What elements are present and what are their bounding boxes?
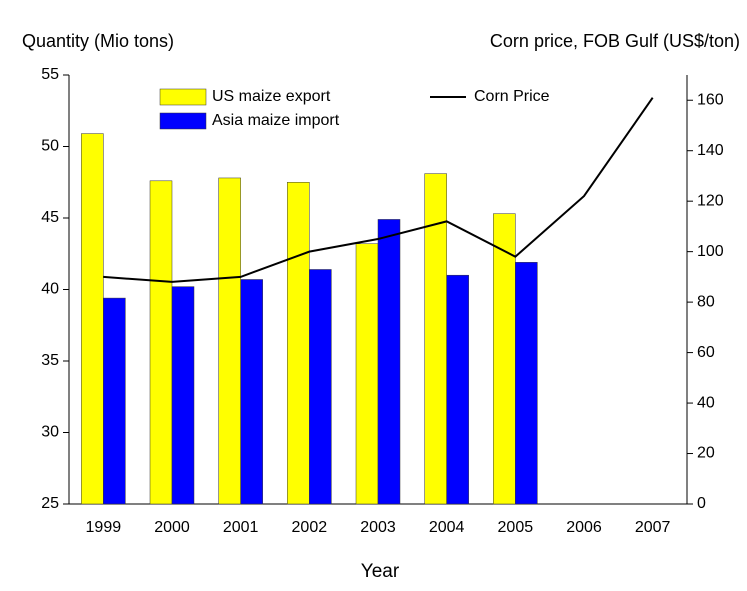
legend-label: Corn Price (474, 88, 550, 105)
x-tick-label: 2005 (498, 519, 534, 536)
y2-tick-label: 140 (697, 142, 724, 159)
y-tick-label: 30 (41, 424, 59, 441)
x-tick-label: 2000 (154, 519, 190, 536)
legend-swatch (159, 112, 207, 130)
line (103, 97, 654, 283)
bar (377, 219, 401, 505)
y-tick-label: 25 (41, 495, 59, 512)
bar (446, 274, 469, 505)
x-tick-label: 2004 (429, 519, 465, 536)
x-tick-label: 2003 (360, 519, 396, 536)
bar (103, 297, 126, 505)
bar (515, 262, 538, 505)
bar (287, 182, 310, 505)
y-tick-label: 40 (41, 281, 59, 298)
x-axis-label: Year (361, 561, 400, 582)
x-tick-label: 2002 (292, 519, 328, 536)
bar (149, 180, 173, 505)
legend-swatch (159, 88, 207, 106)
y-tick-label: 45 (41, 209, 59, 226)
y-axis-label: Quantity (Mio tons) (22, 31, 174, 51)
bar (240, 279, 263, 505)
bar (81, 133, 104, 505)
bar (355, 243, 379, 505)
bar (218, 177, 241, 505)
legend-label: US maize export (212, 88, 331, 105)
x-tick-label: 2007 (635, 519, 671, 536)
y-tick-label: 35 (41, 352, 59, 369)
x-tick-label: 1999 (86, 519, 122, 536)
y2-tick-label: 160 (697, 91, 724, 108)
y2-tick-label: 20 (697, 445, 715, 462)
y-tick-label: 55 (41, 66, 59, 83)
bar (171, 286, 195, 505)
y2-axis-label: Corn price, FOB Gulf (US$/ton) (490, 31, 740, 51)
x-tick-label: 2001 (223, 519, 259, 536)
y2-tick-label: 100 (697, 243, 724, 260)
x-tick-label: 2006 (566, 519, 602, 536)
bar (493, 213, 516, 505)
bar (309, 269, 332, 505)
y-tick-label: 50 (41, 138, 59, 155)
y2-tick-label: 40 (697, 394, 715, 411)
legend-label: Asia maize import (212, 112, 340, 129)
y2-tick-label: 120 (697, 192, 724, 209)
y2-tick-label: 80 (697, 293, 715, 310)
y2-tick-label: 0 (697, 495, 706, 512)
y2-tick-label: 60 (697, 344, 715, 361)
